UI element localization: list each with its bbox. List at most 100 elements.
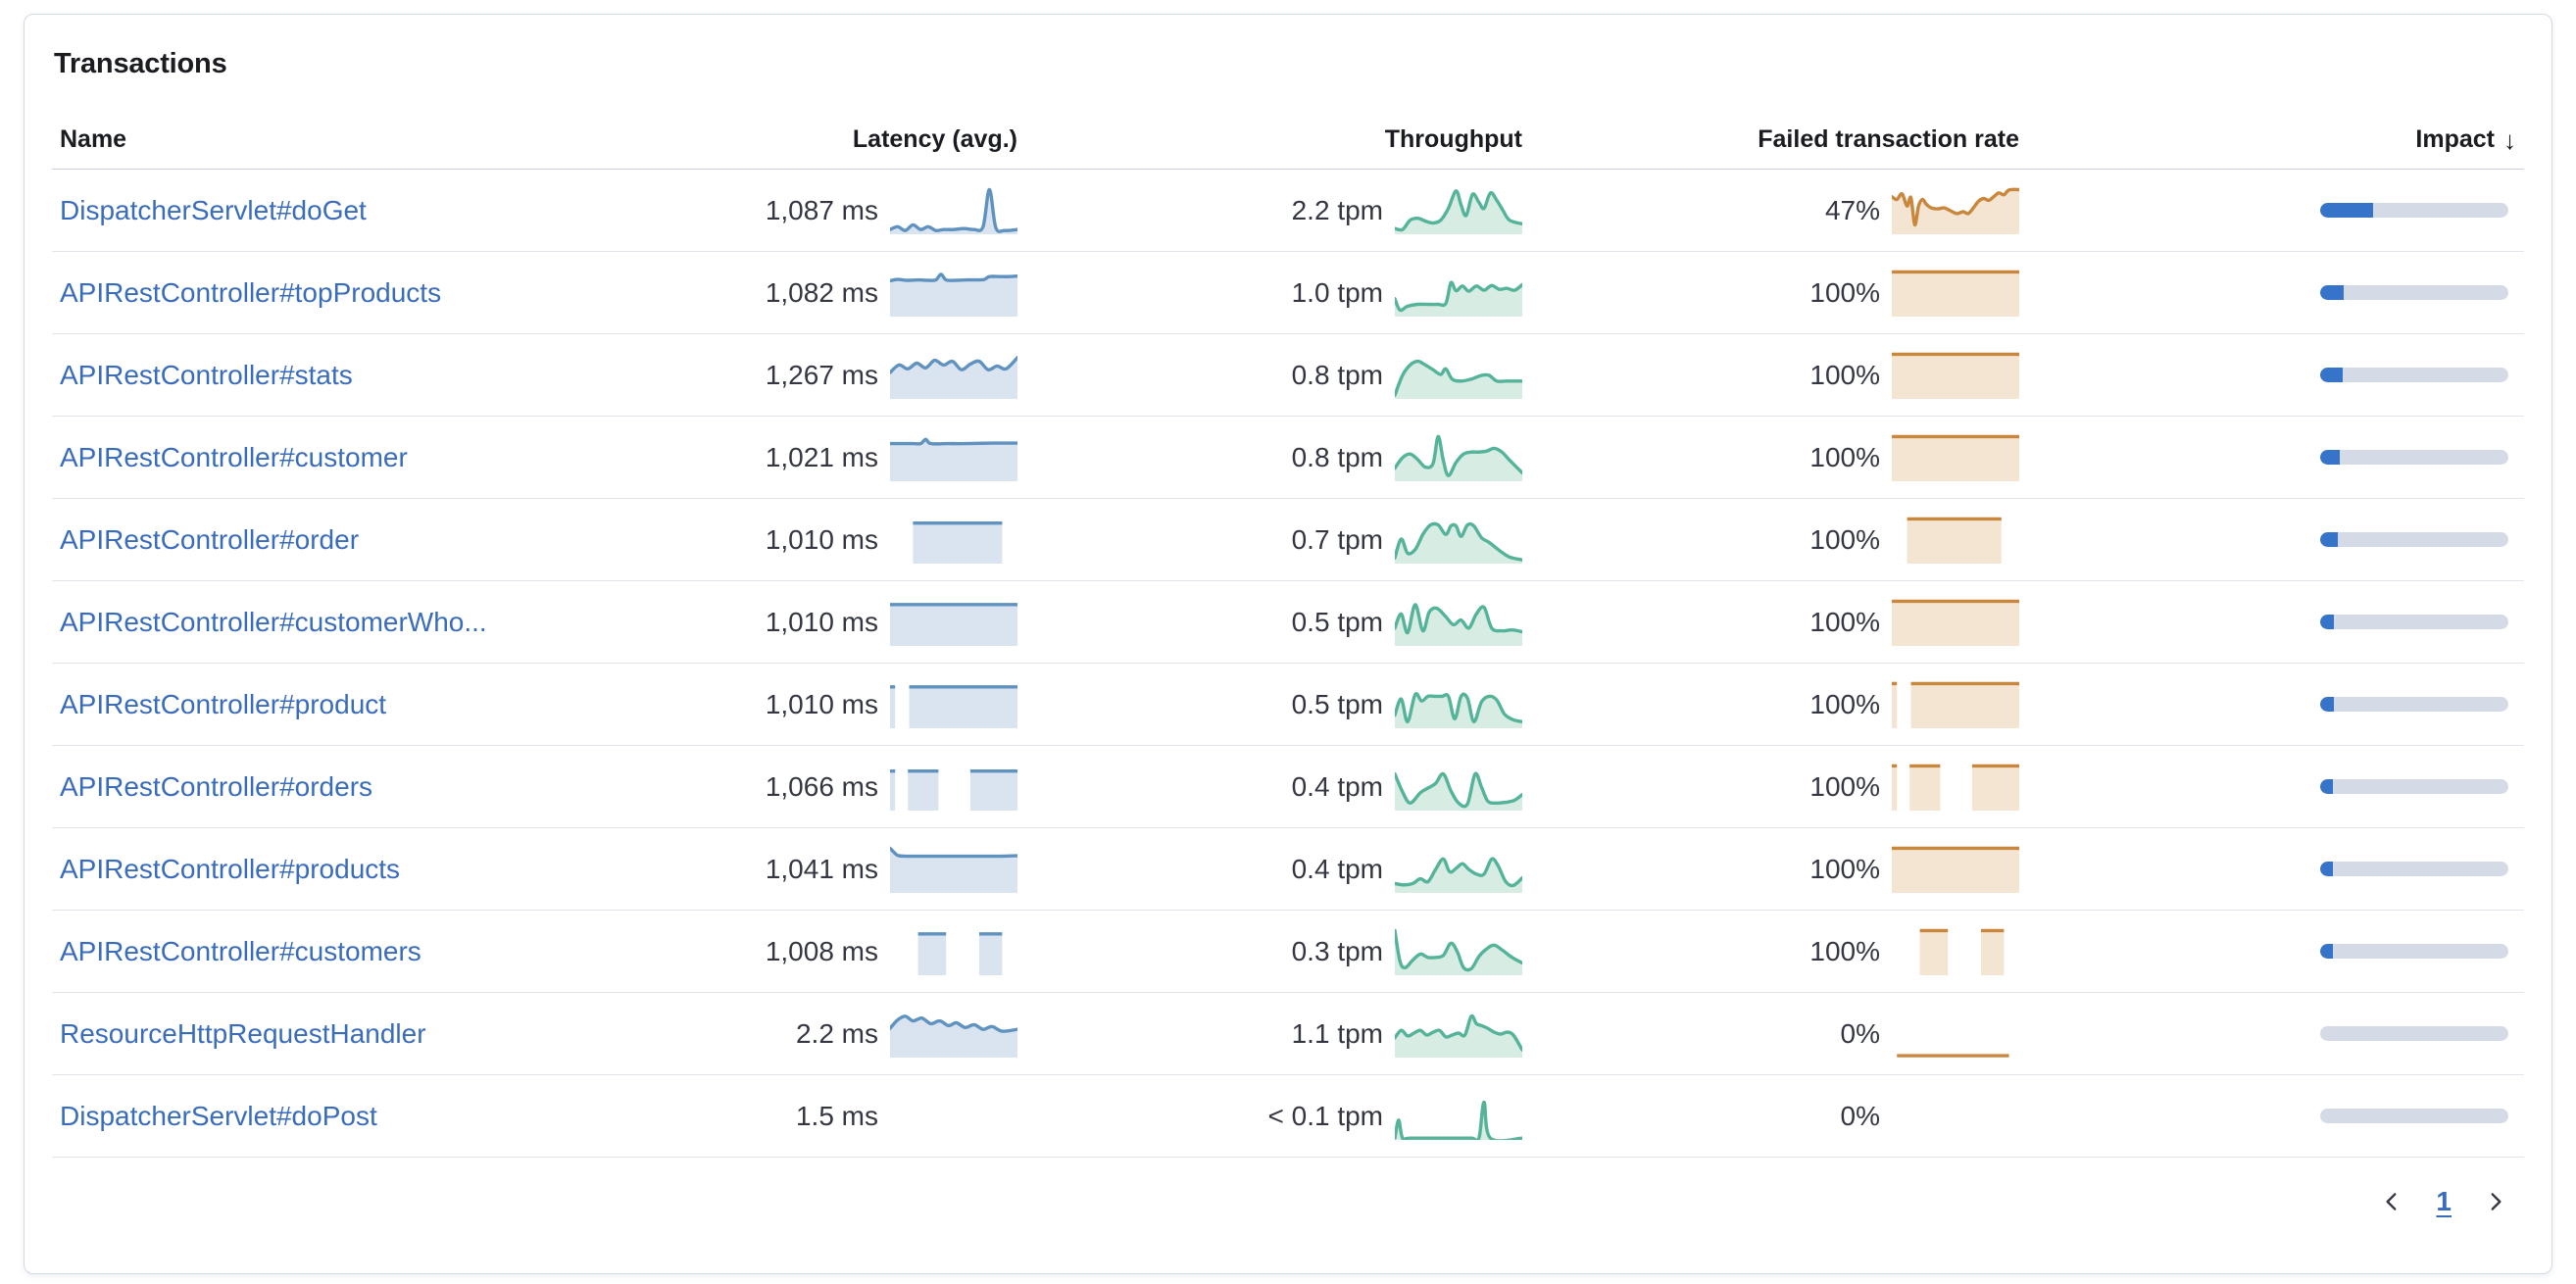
transaction-row: APIRestController#order 1,010 ms 0.7 tpm… (52, 499, 2524, 581)
column-header-impact-label: Impact (2415, 124, 2495, 153)
transaction-name-link[interactable]: DispatcherServlet#doGet (60, 194, 367, 225)
column-header-failed-rate[interactable]: Failed transaction rate (1758, 124, 2019, 153)
failed-rate-sparkline (1892, 846, 2019, 893)
transactions-table: Name Latency (avg.) Throughput Failed tr… (52, 110, 2524, 1158)
throughput-value: < 0.1 tpm (1267, 1100, 1383, 1131)
failed-rate-value: 100% (1809, 935, 1880, 966)
transaction-name-link[interactable]: APIRestController#customerWho... (60, 606, 487, 637)
impact-bar-fill (2320, 697, 2334, 712)
latency-value: 1,010 ms (765, 688, 878, 719)
throughput-value: 0.7 tpm (1291, 523, 1383, 555)
failed-rate-value: 100% (1809, 441, 1880, 472)
sort-desc-arrow-icon: ↓ (2503, 124, 2516, 155)
latency-value: 1,267 ms (765, 359, 878, 390)
panel-title: Transactions (54, 48, 227, 79)
latency-sparkline (890, 1093, 1017, 1140)
transaction-row: APIRestController#stats 1,267 ms 0.8 tpm… (52, 334, 2524, 417)
transaction-name-link[interactable]: APIRestController#topProducts (60, 276, 442, 308)
latency-sparkline (890, 355, 1017, 399)
impact-bar-fill (2320, 532, 2339, 547)
transaction-row: DispatcherServlet#doPost 1.5 ms < 0.1 tp… (52, 1075, 2524, 1158)
failed-rate-sparkline (1892, 187, 2019, 234)
latency-sparkline (913, 520, 1003, 564)
impact-bar-fill (2320, 944, 2333, 959)
throughput-sparkline (1395, 602, 1522, 646)
transaction-name-link[interactable]: APIRestController#stats (60, 359, 353, 390)
transaction-row: ResourceHttpRequestHandler 2.2 ms 1.1 tp… (52, 993, 2524, 1075)
impact-bar (2320, 1026, 2508, 1041)
latency-value: 1,010 ms (765, 523, 878, 555)
impact-bar (2320, 615, 2508, 629)
throughput-value: 0.4 tpm (1291, 770, 1383, 802)
throughput-sparkline (1395, 1013, 1522, 1058)
latency-sparkline (917, 931, 1003, 975)
throughput-sparkline (1395, 691, 1522, 728)
transaction-row: APIRestController#customer 1,021 ms 0.8 … (52, 417, 2524, 499)
failed-rate-value: 0% (1840, 1017, 1880, 1049)
column-header-throughput[interactable]: Throughput (1384, 124, 1522, 153)
failed-rate-value: 100% (1809, 853, 1880, 884)
transaction-name-link[interactable]: APIRestController#customer (60, 441, 408, 472)
table-header-row: Name Latency (avg.) Throughput Failed tr… (52, 110, 2524, 170)
transaction-row: DispatcherServlet#doGet 1,087 ms 2.2 tpm… (52, 170, 2524, 252)
latency-value: 1,021 ms (765, 441, 878, 472)
throughput-sparkline (1395, 434, 1522, 481)
failed-rate-sparkline (1907, 517, 2002, 564)
latency-sparkline (890, 602, 1017, 646)
failed-rate-value: 0% (1840, 1100, 1880, 1131)
transaction-name-link[interactable]: APIRestController#products (60, 853, 401, 884)
throughput-value: 1.0 tpm (1291, 276, 1383, 308)
throughput-value: 0.5 tpm (1291, 606, 1383, 637)
latency-value: 1,087 ms (765, 194, 878, 225)
failed-rate-sparkline (1897, 1053, 2009, 1058)
latency-sparkline (890, 187, 1017, 234)
latency-value: 1,010 ms (765, 606, 878, 637)
column-header-impact[interactable]: Impact ↓ (2027, 124, 2524, 155)
impact-bar-fill (2320, 203, 2373, 218)
throughput-sparkline (1395, 279, 1522, 317)
pagination-prev-button[interactable] (2375, 1185, 2408, 1218)
impact-bar (2320, 697, 2508, 712)
impact-bar-fill (2320, 862, 2333, 876)
chevron-right-icon (2491, 1193, 2502, 1210)
impact-bar-fill (2320, 615, 2334, 629)
failed-rate-value: 100% (1809, 523, 1880, 555)
pagination-page-1[interactable]: 1 (2436, 1186, 2452, 1216)
transaction-name-link[interactable]: DispatcherServlet#doPost (60, 1100, 377, 1131)
failed-rate-sparkline (1892, 764, 2019, 811)
transaction-row: APIRestController#customers 1,008 ms 0.3… (52, 911, 2524, 993)
failed-rate-value: 100% (1809, 688, 1880, 719)
failed-rate-sparkline (1919, 928, 2005, 975)
transactions-panel: Transactions Name Latency (avg.) Through… (24, 14, 2552, 1274)
failed-rate-sparkline (1892, 270, 2019, 317)
transaction-row: APIRestController#product 1,010 ms 0.5 t… (52, 664, 2524, 746)
latency-value: 1,066 ms (765, 770, 878, 802)
failed-rate-sparkline (1892, 352, 2019, 399)
failed-rate-value: 47% (1824, 194, 1880, 225)
impact-bar (2320, 779, 2508, 794)
failed-rate-sparkline (1892, 599, 2019, 646)
impact-bar (2320, 1109, 2508, 1123)
throughput-sparkline (1395, 770, 1522, 811)
transaction-name-link[interactable]: APIRestController#product (60, 688, 387, 719)
impact-bar-fill (2320, 450, 2341, 465)
column-header-name[interactable]: Name (60, 124, 127, 153)
transaction-name-link[interactable]: ResourceHttpRequestHandler (60, 1017, 426, 1049)
throughput-value: 0.4 tpm (1291, 853, 1383, 884)
latency-sparkline (890, 768, 1017, 811)
latency-sparkline (890, 272, 1017, 317)
impact-bar (2320, 532, 2508, 547)
latency-value: 1.5 ms (795, 1100, 878, 1131)
transaction-name-link[interactable]: APIRestController#orders (60, 770, 373, 802)
throughput-sparkline (1395, 928, 1522, 975)
throughput-sparkline (1395, 856, 1522, 893)
throughput-value: 0.3 tpm (1291, 935, 1383, 966)
failed-rate-value: 100% (1809, 276, 1880, 308)
throughput-sparkline (1395, 1100, 1522, 1140)
transaction-row: APIRestController#customerWho... 1,010 m… (52, 581, 2524, 664)
latency-sparkline (890, 437, 1017, 481)
transaction-name-link[interactable]: APIRestController#customers (60, 935, 421, 966)
pagination-next-button[interactable] (2479, 1185, 2512, 1218)
column-header-latency[interactable]: Latency (avg.) (852, 124, 1017, 153)
transaction-name-link[interactable]: APIRestController#order (60, 523, 360, 555)
